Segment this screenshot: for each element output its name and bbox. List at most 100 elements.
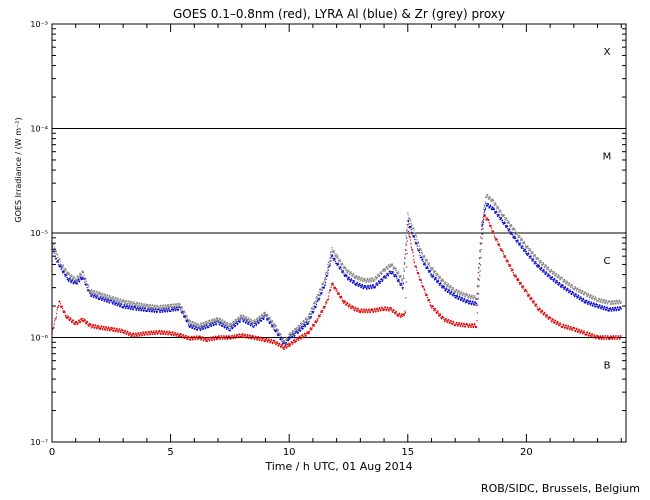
data-point [141, 333, 144, 335]
data-point [295, 340, 297, 343]
data-point [217, 319, 220, 321]
data-point [308, 312, 310, 315]
data-point [494, 212, 497, 214]
data-point [444, 283, 446, 285]
data-point [420, 248, 422, 250]
data-point [538, 265, 541, 267]
data-point [494, 238, 497, 240]
data-point [388, 264, 390, 266]
data-point [61, 266, 63, 268]
data-point [404, 248, 407, 251]
data-point [389, 307, 391, 309]
data-point [274, 326, 276, 328]
data-point [358, 284, 360, 286]
data-point [540, 260, 542, 262]
data-point [509, 265, 512, 267]
data-point [535, 261, 537, 263]
data-point [328, 266, 330, 268]
data-point [593, 335, 595, 337]
data-point [584, 301, 586, 303]
data-point [162, 305, 164, 307]
data-point [237, 336, 240, 338]
data-point [528, 295, 531, 297]
data-point [620, 308, 622, 310]
data-point [81, 270, 84, 272]
data-point [250, 338, 252, 340]
data-point [108, 296, 110, 298]
data-point [336, 288, 338, 290]
data-point [404, 312, 407, 314]
data-point [159, 305, 161, 307]
data-point [428, 299, 430, 301]
data-point [149, 334, 151, 336]
data-point [620, 307, 622, 309]
data-point [264, 312, 266, 314]
data-point [477, 277, 479, 279]
data-point [302, 334, 304, 336]
data-point [171, 308, 174, 310]
data-point [366, 286, 369, 288]
data-point [509, 231, 511, 233]
data-point [499, 210, 501, 212]
data-point [103, 326, 105, 328]
data-point [148, 306, 150, 308]
data-point [394, 313, 396, 315]
data-point [73, 277, 76, 279]
data-point [149, 310, 151, 313]
data-point [292, 334, 294, 336]
data-point [411, 224, 413, 226]
data-point [137, 308, 139, 310]
data-point [523, 249, 525, 252]
data-point [373, 287, 375, 289]
data-point [430, 273, 432, 275]
data-point [342, 270, 344, 272]
data-point [386, 309, 388, 311]
data-point [542, 271, 544, 273]
data-point [472, 300, 474, 302]
data-point [425, 259, 427, 261]
data-point [285, 345, 287, 348]
data-point [570, 327, 573, 330]
data-point [115, 297, 117, 300]
data-point [149, 304, 152, 307]
data-point [400, 276, 402, 278]
data-point [506, 217, 508, 219]
data-point [502, 215, 504, 218]
data-point [410, 246, 412, 248]
data-point [351, 278, 353, 280]
data-point [200, 329, 202, 331]
data-point [185, 335, 187, 337]
data-point [503, 214, 505, 216]
data-point [481, 238, 483, 240]
data-point [581, 329, 583, 331]
data-point [118, 329, 120, 331]
data-point [404, 257, 406, 259]
data-point [465, 323, 467, 325]
data-point [109, 299, 111, 301]
data-point [445, 289, 447, 291]
data-point [516, 241, 518, 243]
data-point [492, 200, 494, 202]
data-point [301, 324, 303, 326]
data-point [217, 317, 219, 319]
data-point [81, 273, 83, 275]
data-point [306, 320, 308, 322]
data-point [332, 251, 334, 254]
y-tick-label: 10⁻⁷ [30, 438, 48, 447]
data-point [98, 297, 100, 299]
data-point [612, 303, 614, 305]
data-point [533, 260, 535, 262]
data-point [207, 327, 209, 329]
data-point [137, 305, 139, 307]
data-point [452, 295, 454, 297]
data-point [551, 276, 553, 279]
data-point [282, 347, 284, 349]
data-point [412, 227, 414, 230]
data-point [457, 325, 459, 327]
data-point [380, 278, 382, 280]
data-point [251, 335, 253, 337]
data-point [496, 207, 499, 209]
data-point [508, 220, 510, 223]
data-point [236, 323, 238, 325]
data-point [403, 314, 405, 316]
